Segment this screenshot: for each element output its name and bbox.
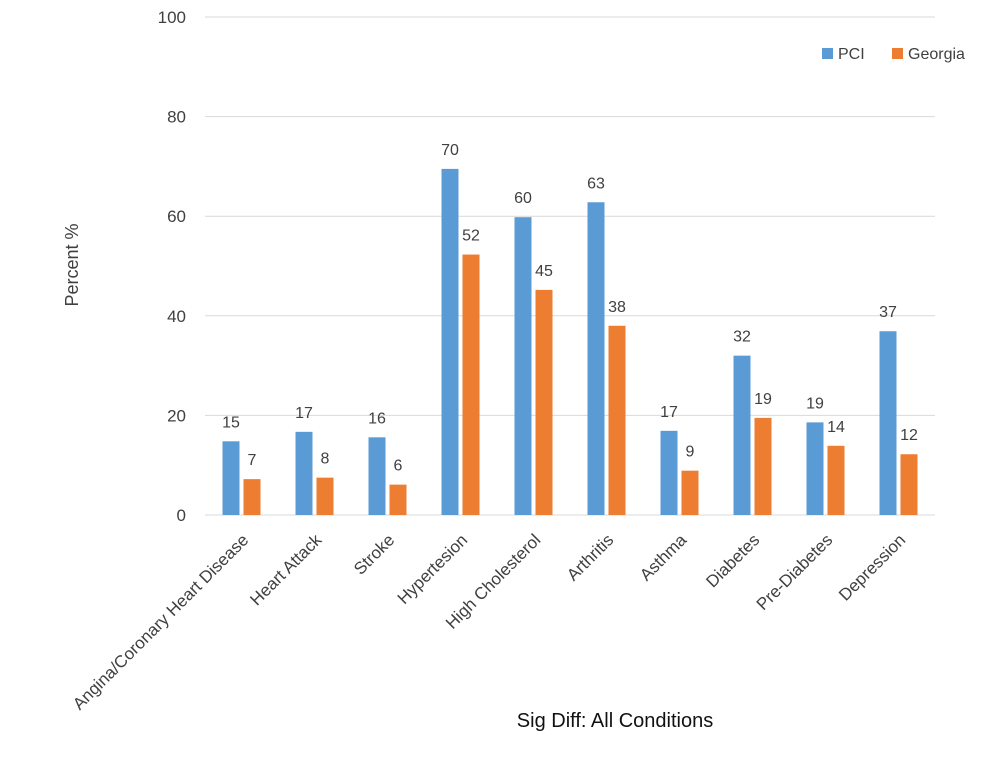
bar-pci-pre-diabetes bbox=[806, 422, 824, 515]
legend-swatch-pci bbox=[822, 48, 833, 59]
x-tick-label-pre-diabetes: Pre-Diabetes bbox=[753, 530, 837, 614]
bar-pci-stroke bbox=[368, 437, 386, 515]
bar-georgia-depression bbox=[900, 454, 918, 515]
y-tick-label-0: 0 bbox=[177, 506, 186, 525]
gridlines bbox=[205, 16, 935, 516]
legend-label-pci: PCI bbox=[838, 46, 865, 63]
data-label-pci-pre-diabetes: 19 bbox=[806, 395, 824, 412]
bar-pci-heart-attack bbox=[295, 431, 313, 515]
data-label-georgia-heart-attack: 8 bbox=[321, 451, 330, 468]
bars bbox=[222, 168, 918, 516]
x-tick-label-hypertesion: Hypertesion bbox=[394, 530, 472, 608]
data-label-georgia-angina-coronary-heart-disease: 7 bbox=[248, 452, 257, 469]
bar-georgia-high-cholesterol bbox=[535, 289, 553, 515]
legend: PCI Georgia bbox=[822, 46, 965, 63]
y-tick-label-80: 80 bbox=[167, 108, 186, 127]
x-tick-label-diabetes: Diabetes bbox=[702, 530, 763, 591]
x-tick-label-asthma: Asthma bbox=[636, 530, 691, 585]
bar-pci-depression bbox=[879, 331, 897, 515]
bar-georgia-asthma bbox=[681, 470, 699, 515]
bar-georgia-pre-diabetes bbox=[827, 445, 845, 515]
data-label-georgia-depression: 12 bbox=[900, 427, 918, 444]
x-tick-label-depression: Depression bbox=[835, 530, 909, 604]
y-axis-title: Percent % bbox=[62, 223, 82, 306]
bar-georgia-diabetes bbox=[754, 417, 772, 515]
bar-pci-diabetes bbox=[733, 355, 751, 515]
bar-georgia-arthritis bbox=[608, 325, 626, 515]
legend-label-georgia: Georgia bbox=[908, 46, 965, 63]
bar-georgia-angina-coronary-heart-disease bbox=[243, 479, 261, 515]
data-label-georgia-hypertesion: 52 bbox=[462, 228, 480, 245]
data-label-pci-asthma: 17 bbox=[660, 404, 678, 421]
bar-georgia-stroke bbox=[389, 484, 407, 515]
x-tick-label-angina-coronary-heart-disease: Angina/Coronary Heart Disease bbox=[69, 530, 252, 713]
data-label-pci-diabetes: 32 bbox=[733, 329, 751, 346]
y-axis-ticks: 0 20 40 60 80 100 bbox=[158, 8, 186, 525]
data-label-pci-depression: 37 bbox=[879, 304, 897, 321]
y-tick-label-60: 60 bbox=[167, 207, 186, 226]
bar-georgia-hypertesion bbox=[462, 254, 480, 515]
x-tick-label-arthritis: Arthritis bbox=[563, 530, 617, 584]
bar-pci-high-cholesterol bbox=[514, 217, 532, 516]
data-label-georgia-pre-diabetes: 14 bbox=[827, 419, 845, 436]
data-label-georgia-high-cholesterol: 45 bbox=[535, 263, 553, 280]
bar-georgia-heart-attack bbox=[316, 477, 334, 515]
data-label-georgia-asthma: 9 bbox=[686, 444, 695, 461]
bar-pci-angina-coronary-heart-disease bbox=[222, 441, 240, 515]
data-label-pci-stroke: 16 bbox=[368, 410, 386, 427]
y-tick-label-100: 100 bbox=[158, 8, 186, 27]
data-label-pci-arthritis: 63 bbox=[587, 175, 605, 192]
data-label-pci-hypertesion: 70 bbox=[441, 142, 459, 159]
legend-swatch-georgia bbox=[892, 48, 903, 59]
bar-pci-hypertesion bbox=[441, 168, 459, 515]
x-axis-title: Sig Diff: All Conditions bbox=[517, 710, 713, 732]
x-tick-label-heart-attack: Heart Attack bbox=[246, 530, 325, 609]
y-tick-label-20: 20 bbox=[167, 406, 186, 425]
y-tick-label-40: 40 bbox=[167, 307, 186, 326]
bar-pci-asthma bbox=[660, 430, 678, 515]
data-label-pci-heart-attack: 17 bbox=[295, 405, 313, 422]
data-label-georgia-arthritis: 38 bbox=[608, 299, 626, 316]
data-label-georgia-diabetes: 19 bbox=[754, 391, 772, 408]
data-label-georgia-stroke: 6 bbox=[394, 458, 403, 475]
bar-pci-arthritis bbox=[587, 202, 605, 516]
x-tick-label-stroke: Stroke bbox=[350, 530, 398, 578]
data-label-pci-high-cholesterol: 60 bbox=[514, 190, 532, 207]
data-label-pci-angina-coronary-heart-disease: 15 bbox=[222, 414, 240, 431]
